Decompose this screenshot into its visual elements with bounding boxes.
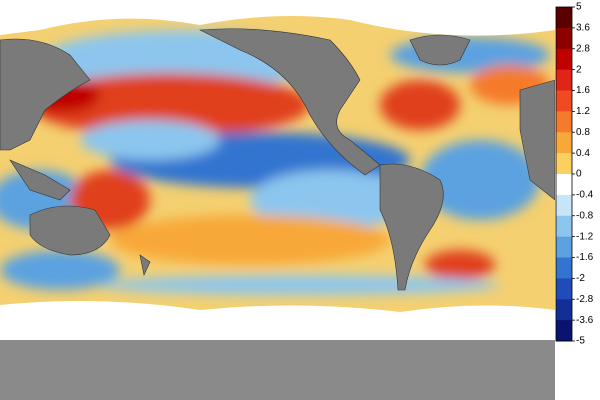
colorbar-label: -3.6	[576, 315, 594, 326]
colorbar-label: -1.2	[576, 231, 594, 242]
colorbar-label: 3.6	[576, 23, 590, 34]
colorbar-label: 2.8	[576, 43, 590, 54]
landmasses	[0, 28, 555, 291]
colorbar-label: 0.4	[576, 148, 590, 159]
colorbar-swatch	[556, 7, 572, 29]
anomaly-patches	[0, 30, 550, 295]
colorbar-label: -2	[576, 273, 585, 284]
arctic	[0, 0, 555, 36]
colorbar-swatch	[556, 236, 572, 258]
colorbar-label: 2	[576, 64, 582, 75]
colorbar-swatch	[556, 90, 572, 112]
footer-band	[0, 340, 555, 400]
colorbar-swatch	[556, 299, 572, 321]
colorbar-swatch	[556, 132, 572, 154]
colorbar-label: 5	[576, 2, 582, 13]
colorbar-label: 0.8	[576, 127, 590, 138]
colorbar-swatch	[556, 69, 572, 91]
antarctica	[0, 301, 555, 340]
colorbar-swatch	[556, 320, 572, 342]
colorbar: 5 3.6 2.8 2 1.6 1.2 0.8 0.4 0 -0.4 -0.8 -1.2 -1.6 -2 -…	[555, 2, 594, 347]
sst-field	[0, 0, 555, 340]
colorbar-label: -5	[576, 336, 585, 347]
colorbar-swatch	[556, 174, 572, 196]
colorbar-swatch	[556, 215, 572, 238]
colorbar-swatch	[556, 111, 572, 133]
colorbar-swatch	[556, 27, 572, 50]
colorbar-swatch	[556, 153, 572, 175]
colorbar-label: 0	[576, 169, 582, 180]
colorbar-label: -2.8	[576, 294, 594, 305]
colorbar-label: -0.8	[576, 210, 594, 221]
colorbar-label: -0.4	[576, 190, 594, 201]
colorbar-swatch	[556, 278, 572, 300]
colorbar-swatch	[556, 257, 572, 279]
colorbar-swatch	[556, 48, 572, 71]
colorbar-label: -1.6	[576, 252, 594, 263]
colorbar-label: 1.6	[576, 85, 590, 96]
colorbar-swatch	[556, 194, 572, 217]
colorbar-label: 1.2	[576, 106, 590, 117]
